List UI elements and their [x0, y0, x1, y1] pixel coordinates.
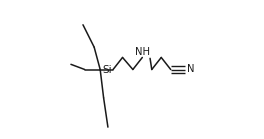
Text: Si: Si — [102, 65, 111, 75]
Text: NH: NH — [135, 47, 150, 57]
Text: N: N — [187, 64, 195, 75]
